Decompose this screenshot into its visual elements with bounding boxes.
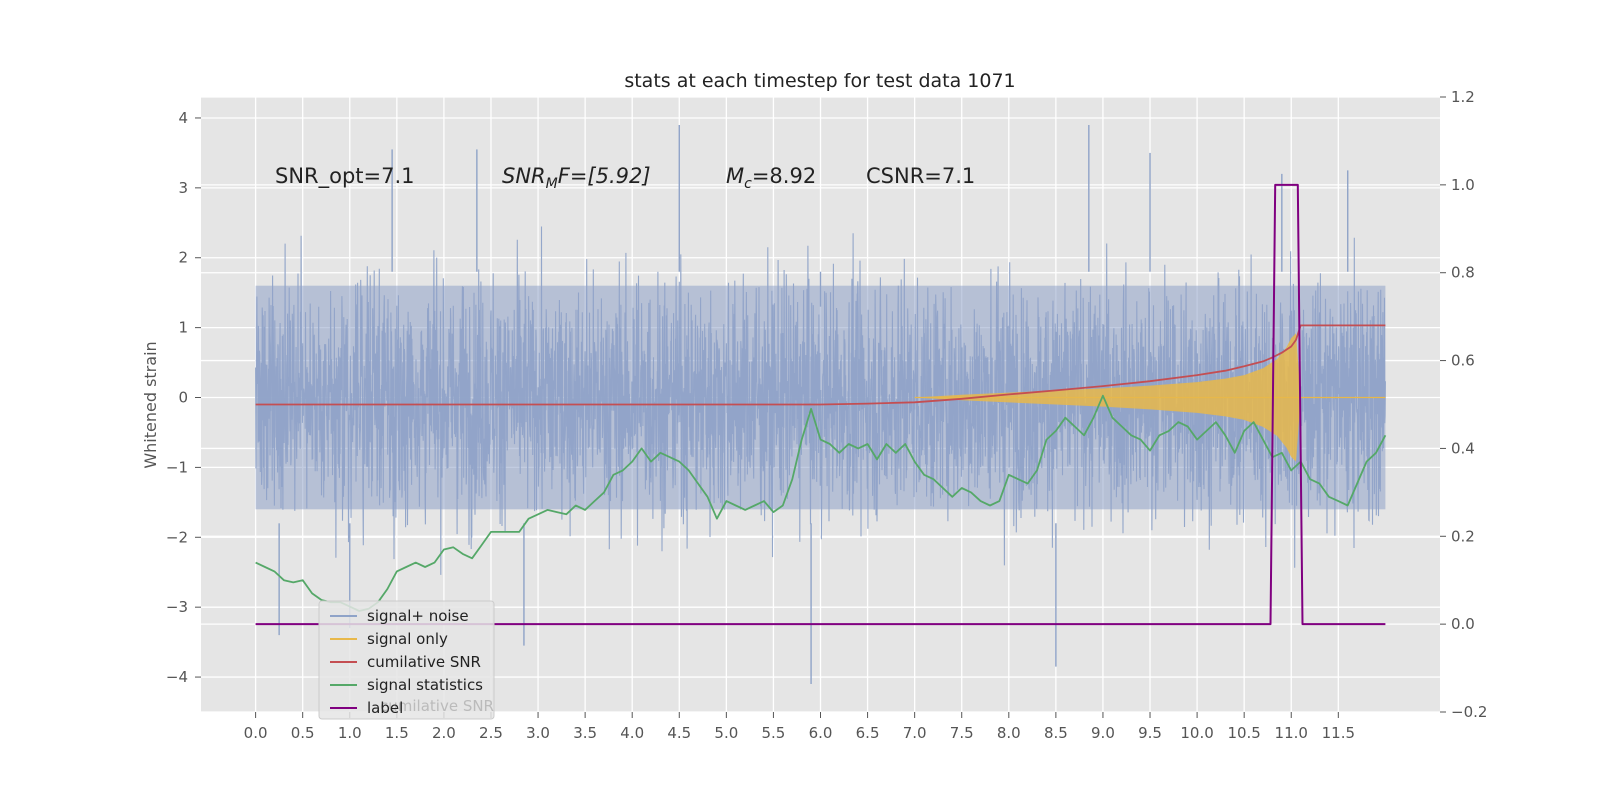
y-tick-label: 2 bbox=[178, 249, 188, 267]
y-tick-label: −3 bbox=[166, 598, 188, 616]
x-tick-label: 0.0 bbox=[244, 724, 268, 742]
x-tick-label: 5.0 bbox=[714, 724, 738, 742]
annotation-mc: Mc=8.92 bbox=[726, 164, 816, 192]
x-tick-label: 0.5 bbox=[291, 724, 315, 742]
y2-tick-label: 1.2 bbox=[1451, 88, 1475, 106]
annotation-mc-rest: =8.92 bbox=[752, 164, 816, 188]
signal-only-series bbox=[914, 333, 1386, 462]
y-axis-label: Whitened strain bbox=[141, 341, 160, 468]
x-tick-label: 1.5 bbox=[385, 724, 409, 742]
annotations: SNR_opt=7.1 SNRMF=[5.92] Mc=8.92 CSNR=7.… bbox=[275, 164, 975, 192]
y-axis-left: 4 3 2 1 0 −1 −2 −3 −4 bbox=[166, 109, 201, 686]
signal-statistics-line bbox=[255, 394, 1387, 612]
annotation-snr-opt: SNR_opt=7.1 bbox=[275, 164, 415, 189]
x-tick-label: 10.5 bbox=[1227, 724, 1260, 742]
y2-tick-label: 0.4 bbox=[1451, 439, 1475, 457]
x-tick-label: 7.0 bbox=[903, 724, 927, 742]
legend-ghost-text: cumilative SNR bbox=[380, 697, 494, 715]
x-tick-label: 6.5 bbox=[856, 724, 880, 742]
x-tick-label: 11.0 bbox=[1275, 724, 1308, 742]
x-tick-label: 8.5 bbox=[1044, 724, 1068, 742]
x-tick-label: 3.5 bbox=[573, 724, 597, 742]
x-tick-label: 3.0 bbox=[526, 724, 550, 742]
legend-label: cumilative SNR bbox=[367, 653, 481, 671]
x-tick-label: 6.0 bbox=[809, 724, 833, 742]
legend-box bbox=[318, 600, 495, 720]
chart-title: stats at each timestep for test data 107… bbox=[624, 70, 1015, 92]
x-tick-label: 9.0 bbox=[1091, 724, 1115, 742]
y2-tick-label: 0.0 bbox=[1451, 615, 1475, 633]
x-tick-label: 4.0 bbox=[620, 724, 644, 742]
y2-tick-label: 0.2 bbox=[1451, 527, 1475, 545]
annotation-snr-mf-subscript: M bbox=[546, 176, 558, 192]
y-tick-label: 0 bbox=[178, 389, 188, 407]
x-tick-label: 7.5 bbox=[950, 724, 974, 742]
x-tick-label: 5.5 bbox=[761, 724, 785, 742]
legend-items: signal+ noise signal only cumilative SNR si… bbox=[330, 607, 483, 717]
legend-label: label bbox=[367, 699, 403, 717]
annotation-snr-mf-rest: F=[5.92] bbox=[558, 164, 651, 188]
x-tick-label: 1.0 bbox=[338, 724, 362, 742]
x-tick-label: 10.0 bbox=[1180, 724, 1213, 742]
legend-label: signal only bbox=[367, 630, 448, 648]
annotation-snr-mf-symbol: SNR bbox=[502, 164, 546, 188]
annotation-mc-symbol: M bbox=[726, 164, 744, 188]
cumulative-snr-line bbox=[255, 324, 1386, 406]
signal-statistics-series bbox=[255, 394, 1387, 612]
y2-tick-label: 0.6 bbox=[1451, 352, 1475, 370]
x-tick-label: 9.5 bbox=[1138, 724, 1162, 742]
legend-label: signal+ noise bbox=[367, 607, 469, 625]
y-tick-label: 1 bbox=[178, 319, 188, 337]
legend-label: signal statistics bbox=[367, 676, 483, 694]
y2-tick-label: −0.2 bbox=[1451, 703, 1487, 721]
label-series bbox=[255, 183, 1386, 626]
x-tick-label: 11.5 bbox=[1322, 724, 1355, 742]
y-tick-label: 4 bbox=[178, 109, 188, 127]
y-tick-label: 3 bbox=[178, 179, 188, 197]
annotation-mc-subscript: c bbox=[744, 176, 752, 192]
cumulative-snr-series bbox=[255, 324, 1386, 406]
x-tick-label: 8.0 bbox=[997, 724, 1021, 742]
x-tick-label: 2.5 bbox=[479, 724, 503, 742]
y-tick-label: −4 bbox=[166, 668, 188, 686]
x-axis: 0.0 0.5 1.0 1.5 2.0 2.5 3.0 3.5 4.0 4.5 5.0 5.5 6.0 6… bbox=[244, 712, 1355, 742]
annotation-csnr: CSNR=7.1 bbox=[866, 164, 975, 188]
annotation-snr-mf: SNRMF=[5.92] bbox=[502, 164, 651, 192]
legend: cumilative SNR signal+ noise signal only c… bbox=[318, 600, 495, 720]
y-axis-right: 1.2 1.0 0.8 0.6 0.4 0.2 0.0 −0.2 bbox=[1440, 88, 1487, 721]
x-tick-label: 2.0 bbox=[432, 724, 456, 742]
x-tick-label: 4.5 bbox=[667, 724, 691, 742]
label-line bbox=[255, 183, 1386, 626]
y-tick-label: −2 bbox=[166, 528, 188, 546]
plot-area bbox=[255, 124, 1387, 685]
y-tick-label: −1 bbox=[166, 458, 188, 476]
y2-tick-label: 0.8 bbox=[1451, 264, 1475, 282]
y2-tick-label: 1.0 bbox=[1451, 176, 1475, 194]
